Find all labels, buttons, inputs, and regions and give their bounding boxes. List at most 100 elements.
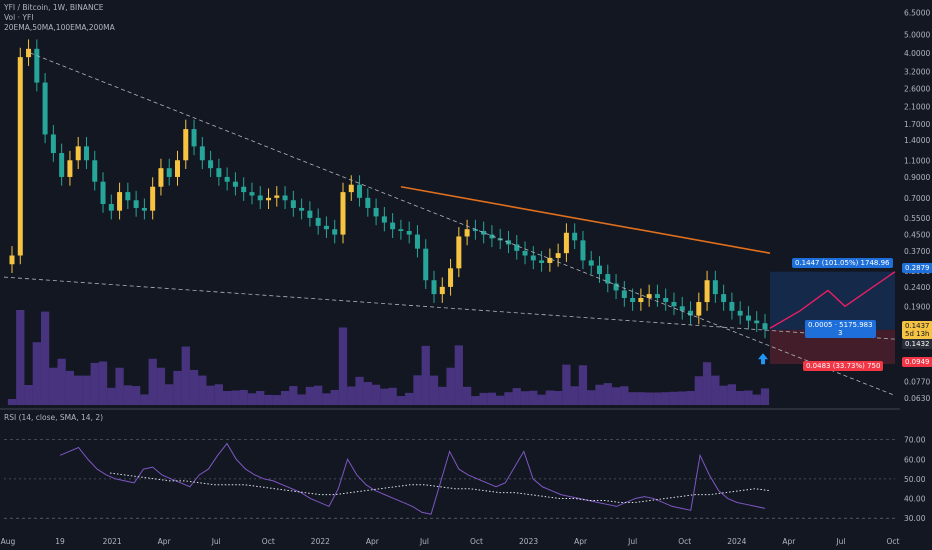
candle-body — [348, 184, 354, 193]
time-axis-label: Oct — [262, 537, 275, 546]
candle-body — [704, 280, 710, 303]
price-axis-label: 0.1900 — [904, 302, 930, 311]
rsi-axis-label: 30.00 — [904, 514, 926, 523]
volume-bar — [396, 396, 406, 405]
candle-body — [208, 160, 214, 169]
candle-body — [431, 280, 437, 295]
time-axis-label: 19 — [55, 537, 65, 546]
volume-bar — [148, 358, 157, 405]
candle-body — [257, 195, 263, 201]
volume-bar — [24, 384, 33, 405]
volume-bar — [380, 388, 389, 405]
candle-body — [464, 229, 470, 237]
volume-bar — [223, 390, 232, 405]
volume-bar — [355, 376, 364, 405]
volume-bar — [719, 385, 728, 405]
time-axis-label: Jul — [211, 537, 221, 546]
candle-body — [572, 232, 578, 241]
price-axis-label: 5.0000 — [904, 30, 930, 39]
volume-bar — [587, 390, 596, 405]
candle-body — [390, 222, 396, 230]
candle-body — [216, 168, 222, 177]
candle-body — [448, 268, 454, 287]
volume-bar — [181, 346, 190, 405]
rsi-sma-line — [109, 472, 771, 503]
candle-body — [315, 217, 321, 226]
volume-bar — [214, 384, 224, 405]
time-axis-label: 2022 — [311, 537, 330, 546]
volume-bar — [496, 395, 505, 405]
volume-bar — [603, 383, 612, 405]
volume-bar — [421, 345, 430, 405]
candle-body — [50, 134, 56, 154]
rsi-indicator-label[interactable]: RSI (14, close, SMA, 14, 2) — [4, 413, 104, 422]
candle-body — [721, 294, 727, 303]
candle-body — [729, 302, 735, 311]
position-quantity-label: 0.0005 · 5175.983 — [808, 321, 873, 329]
volume-bar — [388, 387, 397, 405]
candle-body — [141, 207, 147, 211]
price-axis-label: 4.0000 — [904, 49, 930, 58]
candle-body — [373, 207, 379, 217]
ma-200-line — [400, 185, 771, 254]
volume-bar — [156, 367, 166, 405]
candle-body — [481, 230, 487, 235]
price-axis-label: 0.7000 — [904, 194, 930, 203]
volume-bar — [74, 375, 83, 405]
candle-body — [365, 197, 371, 208]
volume-bar — [338, 327, 348, 405]
volume-bar — [578, 365, 588, 405]
time-axis-label: Aug — [1, 537, 16, 546]
price-axis-label: 0.2400 — [904, 283, 930, 292]
symbol-title[interactable]: YFI / Bitcoin, 1W, BINANCE — [4, 3, 104, 12]
candle-body — [613, 283, 619, 291]
candle-body — [597, 265, 603, 275]
candle-body — [34, 48, 40, 83]
candle-body — [26, 48, 32, 58]
current-price-value: 0.1437 — [905, 322, 930, 330]
candle-body — [754, 320, 760, 324]
candle-body — [688, 310, 694, 316]
candle-body — [456, 236, 462, 269]
candle-body — [712, 280, 718, 295]
volume-indicator-label[interactable]: Vol · YFI — [4, 13, 34, 22]
time-axis-label: Oct — [470, 537, 483, 546]
volume-bar — [645, 392, 654, 405]
position-ratio-label: 3 — [838, 329, 843, 337]
price-axis-label: 0.5500 — [904, 214, 930, 223]
rsi-axis-label: 70.00 — [904, 436, 926, 445]
candle-body — [605, 274, 611, 284]
volume-bar — [471, 396, 480, 405]
volume-bar — [429, 375, 439, 405]
price-axis-label: 1.7000 — [904, 120, 930, 129]
volume-bar — [512, 388, 521, 405]
candle-body — [580, 240, 586, 261]
time-axis-label: 2024 — [727, 537, 746, 546]
upper-trendline — [29, 52, 896, 396]
price-axis-label: 2.6000 — [904, 85, 930, 94]
volume-bar — [98, 361, 108, 405]
volume-bar — [330, 389, 339, 405]
volume-bar — [694, 376, 703, 405]
candle-body — [83, 146, 89, 161]
volume-bar — [454, 345, 463, 405]
volume-bar — [520, 391, 530, 405]
volume-bar — [446, 367, 455, 405]
target-price-badge: 0.2879 — [902, 263, 932, 273]
volume-bar — [744, 390, 753, 405]
price-axis-label: 0.9000 — [904, 173, 930, 182]
candle-body — [100, 181, 106, 205]
candle-body — [299, 207, 305, 211]
volume-bar — [653, 392, 662, 405]
volume-bar — [752, 394, 761, 405]
candle-body — [290, 200, 296, 208]
candle-body — [166, 168, 172, 177]
volume-bar — [189, 369, 199, 405]
volume-bar — [545, 390, 554, 405]
volume-bar — [140, 394, 149, 405]
candle-body — [249, 192, 255, 196]
candle-body — [67, 160, 73, 177]
time-axis-label: 2021 — [103, 537, 122, 546]
ema-indicator-label[interactable]: 20EMA,50MA,100EMA,200MA — [4, 23, 115, 32]
